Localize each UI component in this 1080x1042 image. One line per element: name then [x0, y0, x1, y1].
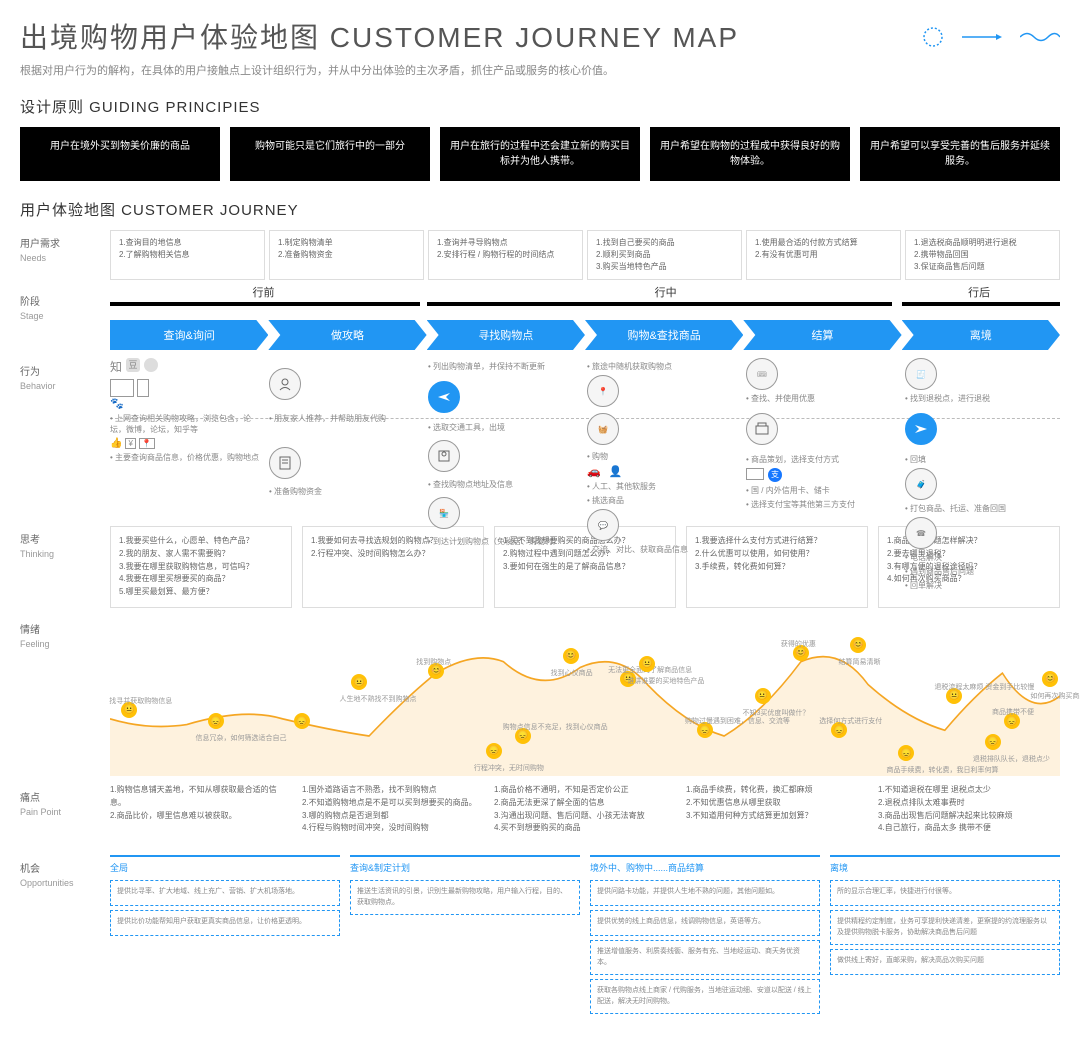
feel-label: 获得的优惠	[781, 639, 816, 649]
needs-label: 用户需求Needs	[20, 230, 110, 280]
principle-1: 用户在境外买到物美价廉的商品	[20, 127, 220, 181]
stage-2: 寻找购物点	[427, 320, 585, 350]
arrow-icon	[962, 32, 1002, 42]
store-icon: 🏪	[428, 497, 460, 529]
card-icon	[746, 468, 764, 480]
monitor-icon	[110, 379, 134, 397]
principle-5: 用户希望可以享受完善的售后服务并延续服务。	[860, 127, 1060, 181]
pain-cell-0: 1.购物信息铺天盖地，不知从哪获取最合适的信息。2.商品比价，哪里信息难以被获取…	[110, 784, 292, 835]
thinking-cell-0: 1.我要买些什么，心愿单、特色产品？2.我的朋友、家人需不需要购？3.我要在哪里…	[110, 526, 292, 608]
stage-3: 购物&查找商品	[585, 320, 743, 350]
luggage-icon: 🧳	[905, 468, 937, 500]
feel-label: 不知3买优度叫做什？	[743, 708, 810, 718]
alipay-icon: 支	[768, 468, 782, 482]
basket-icon: 🧺	[587, 413, 619, 445]
needs-cell-1: 1.制定购物清单2.准备购物资金	[269, 230, 424, 280]
emoji-sad: 😞	[486, 743, 502, 759]
feel-label: 商品携带不便	[992, 707, 1034, 717]
feel-label: 行程冲突，无时间购物	[474, 763, 544, 773]
emoji-sad: 😞	[208, 713, 224, 729]
feel-label: 找到心仪商品	[551, 668, 593, 678]
phase-post: 行后	[968, 284, 990, 300]
circle-icon	[922, 26, 944, 48]
opp-cell-1: 查询&制定计划推送生活资讯的引景，识别生最新购物攻略，用户输入行程，目的、获取购…	[350, 855, 580, 1018]
feeling-chart: 😐找寻并获取购物信息😞信息冗杂，如何筛选适合自己😞😐人生地不熟找不到购物点😊找到…	[110, 616, 1060, 776]
legend	[922, 26, 1060, 48]
page-subtitle: 根据对用户行为的解构，在具体的用户接触点上设计组织行为，并从中分出体验的主次矛盾…	[20, 62, 922, 78]
stage-1: 做攻略	[268, 320, 426, 350]
stages-row: 查询&询问做攻略寻找购物点购物&查找商品结算离境	[110, 320, 1060, 350]
person-icon	[269, 368, 301, 400]
page-title: 出境购物用户体验地图 CUSTOMER JOURNEY MAP	[20, 16, 922, 56]
thinking-label: 思考Thinking	[20, 526, 110, 608]
emoji-sad: 😞	[294, 713, 310, 729]
receipt-icon: 🧾	[905, 358, 937, 390]
needs-row: 1.查询目的地信息2.了解购物相关信息1.制定购物清单2.准备购物资金1.查询并…	[110, 230, 1060, 280]
principle-2: 购物可能只是它们旅行中的一部分	[230, 127, 430, 181]
feel-label: 选择何方式进行支付	[819, 716, 882, 726]
ticket-icon: 🎟	[746, 358, 778, 390]
stage-5: 离境	[902, 320, 1060, 350]
needs-cell-2: 1.查询并寻导购物点2.安排行程 / 购物行程的时间结点	[428, 230, 583, 280]
feel-label: 信息冗杂，如何筛选适合自己	[196, 733, 287, 743]
plane-return-icon	[905, 413, 937, 445]
principle-3: 用户在旅行的过程中还会建立新的购买目标并为他人携带。	[440, 127, 640, 181]
feel-label: 谁讲谁要的买地特色产品	[627, 676, 704, 686]
emoji-happy: 😊	[563, 648, 579, 664]
pain-cell-2: 1.商品价格不通明，不知是否定价公正2.商品无法更深了解全面的信息3.沟通出现问…	[494, 784, 676, 835]
pain-cell-3: 1.商品手续费，转化费，换汇都麻烦2.不知优惠信息从哪里获取3.不知道用何种方式…	[686, 784, 868, 835]
chat-icon: 💬	[587, 509, 619, 541]
plane-icon	[428, 381, 460, 413]
phone-icon	[137, 379, 149, 397]
needs-cell-4: 1.使用最合适的付款方式结算2.有没有优惠可用	[746, 230, 901, 280]
wave-icon	[1020, 30, 1060, 44]
opp-label: 机会Opportunities	[20, 855, 110, 1018]
pain-cell-4: 1.不知道退税在哪里 退税点太少2.退税点排队太难事费时3.商品出现售后问题解决…	[878, 784, 1060, 835]
behavior-label: 行为Behavior	[20, 358, 110, 518]
feel-label: 退税流程太麻烦 资金到手比较慢	[934, 682, 1034, 692]
needs-cell-5: 1.退选税商品顺明明进行退税2.携带物品回国3.保证商品售后问题	[905, 230, 1060, 280]
feel-label: 购物点信息不充足，找到心仪商品	[503, 722, 608, 732]
feel-label: 找寻并获取购物信息	[109, 696, 172, 706]
phone-call-icon: ☎	[905, 517, 937, 549]
principle-4: 用户希望在购物的过程成中获得良好的购物体验。	[650, 127, 850, 181]
principles-title: 设计原则 GUIDING PRINCIPIES	[20, 96, 1060, 117]
stage-label: 阶段Stage	[20, 288, 110, 350]
phase-pre: 行前	[253, 284, 275, 300]
feel-label: 退税排队队长，退税点少	[973, 754, 1050, 764]
needs-cell-0: 1.查询目的地信息2.了解购物相关信息	[110, 230, 265, 280]
emoji-neutral: 😐	[755, 688, 771, 704]
feel-label: 人生地不熟找不到购物点	[339, 694, 416, 704]
emoji-happy: 😊	[850, 637, 866, 653]
pain-cell-1: 1.国外道路语言不熟悉，找不到购物点2.不知道购物地点是不是可以买到想要买的商品…	[302, 784, 484, 835]
phase-mid: 行中	[655, 284, 677, 300]
pain-row: 1.购物信息铺天盖地，不知从哪获取最合适的信息。2.商品比价，哪里信息难以被获取…	[110, 784, 1060, 835]
journey-title: 用户体验地图 CUSTOMER JOURNEY	[20, 199, 1060, 220]
map-icon	[428, 440, 460, 472]
behavior-content: 知豆 🐾 • 上网查询相关购物攻略，浏览包含，论坛，微博，论坛，知乎等 👍¥📍 …	[110, 358, 1060, 518]
opp-row: 全局提供比寻率、扩大地域、线上充广、营销、扩大机场落地。提供比价功能帮知用户获取…	[110, 855, 1060, 1018]
feel-label: 如何再次购买商品	[1030, 691, 1080, 701]
register-icon	[746, 413, 778, 445]
emoji-sad: 😞	[985, 734, 1001, 750]
stage-4: 结算	[743, 320, 901, 350]
location-icon: 📍	[587, 375, 619, 407]
feel-label: 结算简易清晰	[838, 657, 880, 667]
feel-label: 商品手续费，转化费，我日利率何算	[886, 765, 998, 775]
opp-cell-0: 全局提供比寻率、扩大地域、线上充广、营销、扩大机场落地。提供比价功能帮知用户获取…	[110, 855, 340, 1018]
needs-cell-3: 1.找到自己要买的商品2.顺利买到商品3.购买当地特色产品	[587, 230, 742, 280]
stage-0: 查询&询问	[110, 320, 268, 350]
principles-row: 用户在境外买到物美价廉的商品 购物可能只是它们旅行中的一部分 用户在旅行的过程中…	[20, 127, 1060, 181]
pain-label: 痛点Pain Point	[20, 784, 110, 835]
opp-cell-2: 境外中、购物中......商品结算提供问路卡功能，并提供人生地不熟的问题，其他问…	[590, 855, 820, 1018]
feel-label: 找到购物点	[416, 657, 451, 667]
opp-cell-3: 离境所的显示合理汇率，快捷进行付很等。提供精程约定制度，业务可享提利快递清差，更…	[830, 855, 1060, 1018]
note-icon	[269, 447, 301, 479]
feeling-label: 情绪Feeling	[20, 616, 110, 776]
